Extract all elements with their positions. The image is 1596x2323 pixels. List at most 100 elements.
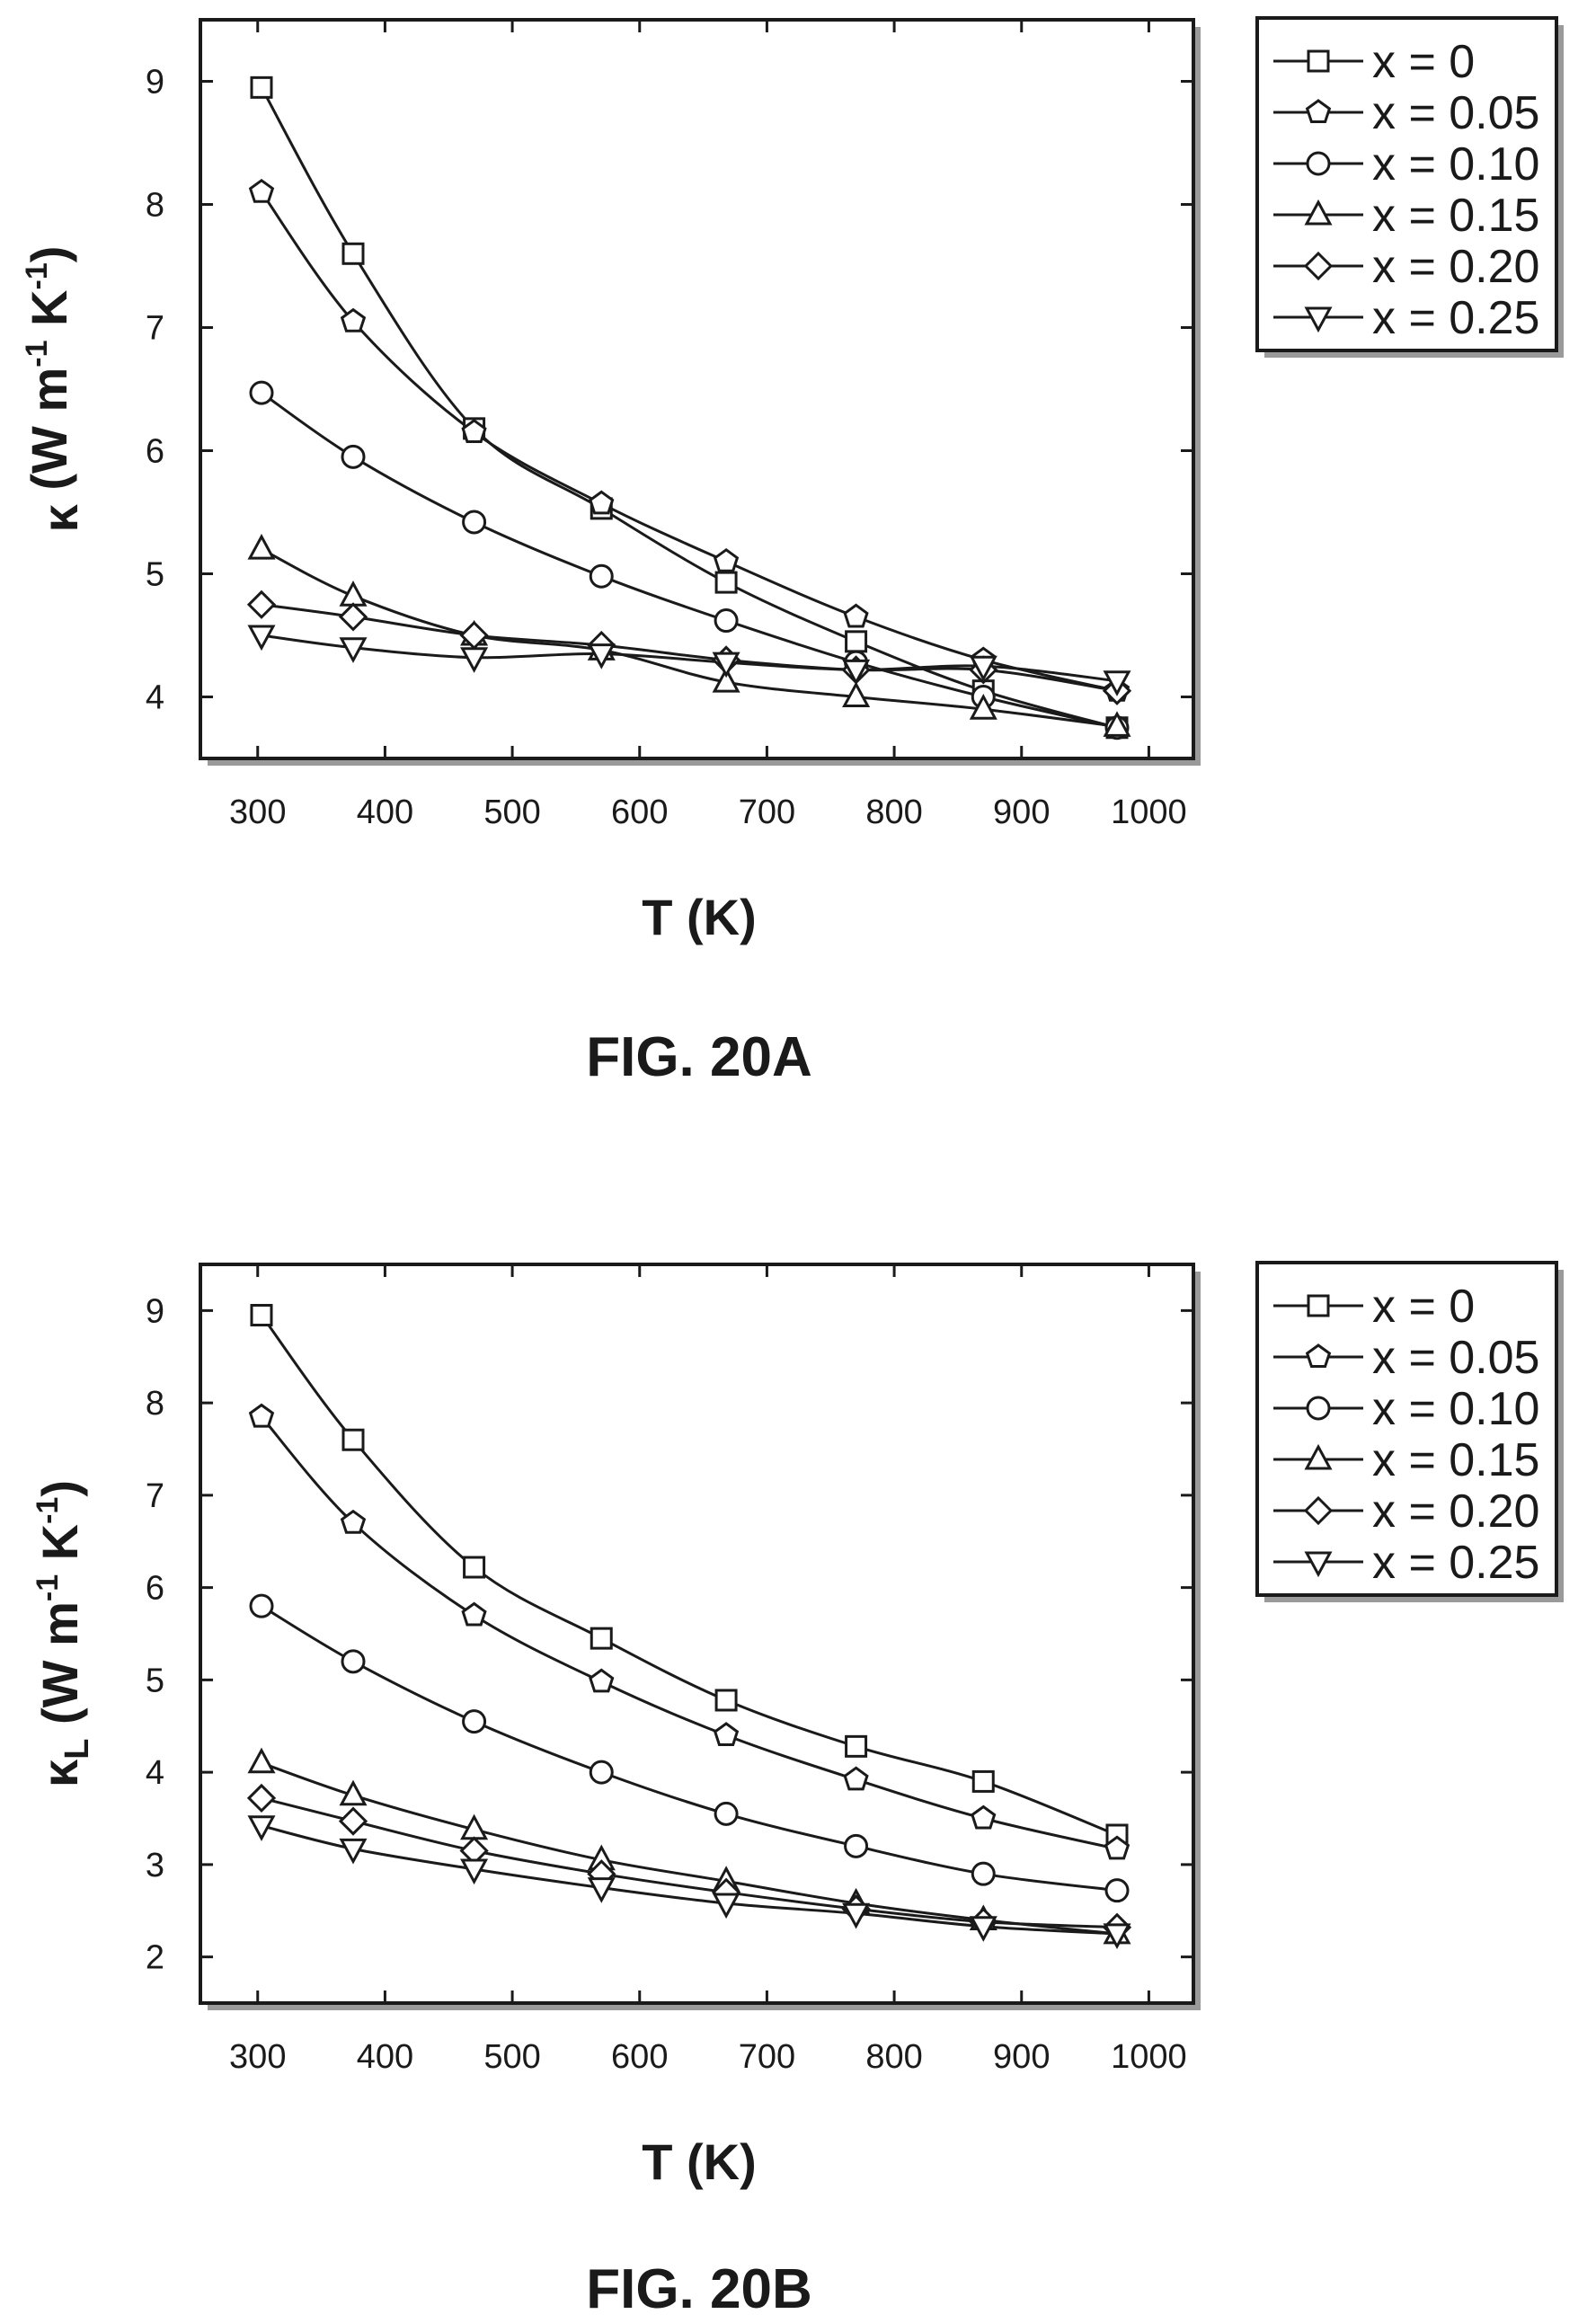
legend-marker — [1304, 1443, 1333, 1470]
y-tick-label: 4 — [146, 679, 164, 717]
data-point — [842, 1902, 871, 1929]
y-tick-label: 5 — [146, 556, 164, 594]
data-point — [587, 643, 616, 669]
data-point — [971, 1769, 995, 1793]
x-tick-label: 300 — [229, 2038, 286, 2076]
x-tick-label: 400 — [357, 2038, 413, 2076]
data-point — [969, 694, 998, 720]
y-axis-label: κL (W m-1 K-1) — [31, 1480, 96, 1787]
legend-marker — [1303, 1495, 1334, 1526]
data-point — [1103, 670, 1131, 696]
data-point — [844, 1833, 869, 1858]
legend-label: x = 0.25 — [1372, 292, 1539, 344]
legend-marker — [1306, 1396, 1331, 1421]
x-tick-label: 600 — [611, 794, 668, 831]
legend-marker — [1307, 1294, 1330, 1317]
data-point — [462, 1709, 487, 1734]
data-point — [246, 590, 277, 619]
data-point — [250, 1304, 273, 1327]
x-tick-label: 900 — [993, 2038, 1050, 2076]
data-point — [341, 444, 366, 469]
data-point — [338, 602, 368, 632]
x-tick-label: 900 — [993, 794, 1050, 831]
chart-fig-20a: 300 400 500 600 700 800 900 1000 4 5 6 7 8 9 T (K) κ… — [20, 16, 1564, 1088]
y-tick-label: 6 — [146, 1570, 164, 1608]
data-point — [248, 1403, 275, 1428]
data-point — [843, 1766, 869, 1791]
plot-series — [246, 1304, 1132, 1950]
y-tick-label: 4 — [146, 1754, 164, 1792]
legend-label: x = 0.20 — [1372, 241, 1539, 293]
data-point — [971, 1861, 996, 1886]
data-point — [338, 1806, 368, 1836]
data-point — [462, 510, 487, 535]
x-tick-label: 700 — [739, 794, 795, 831]
plot-frame — [199, 18, 1195, 760]
data-point — [589, 1760, 614, 1785]
y-tick-label: 7 — [146, 310, 164, 348]
legend-marker — [1307, 49, 1330, 73]
data-point — [1103, 1923, 1131, 1950]
legend-label: x = 0.10 — [1372, 138, 1539, 191]
legend-label: x = 0.10 — [1372, 1383, 1539, 1435]
legend-marker — [1304, 199, 1333, 226]
legend-marker — [1306, 151, 1331, 176]
y-tick-labels: 2 3 4 5 6 7 8 9 — [146, 1292, 164, 1976]
data-point — [247, 1747, 276, 1774]
data-point — [843, 603, 869, 628]
x-tick-labels: 300 400 500 600 700 800 900 1000 — [229, 794, 1187, 831]
x-tick-label: 800 — [865, 794, 922, 831]
data-point — [341, 1428, 365, 1451]
y-tick-label: 9 — [146, 1292, 164, 1330]
legend: x = 0x = 0.05x = 0.10x = 0.15x = 0.20x =… — [1273, 1281, 1539, 1589]
x-axis-label: T (K) — [642, 2133, 757, 2190]
x-tick-label: 700 — [739, 2038, 795, 2076]
plot-frame — [199, 1263, 1195, 2005]
data-point — [589, 1668, 615, 1693]
data-point — [590, 1627, 613, 1650]
data-point — [250, 75, 273, 99]
y-tick-label: 6 — [146, 433, 164, 471]
data-point — [712, 1893, 740, 1920]
data-point — [714, 1801, 739, 1826]
legend-marker — [1304, 1551, 1333, 1578]
axis-ticks — [200, 20, 1193, 758]
x-tick-label: 400 — [357, 794, 413, 831]
y-tick-label: 8 — [146, 1385, 164, 1423]
y-tick-label: 3 — [146, 1847, 164, 1884]
data-point — [341, 1649, 366, 1674]
x-tick-label: 300 — [229, 794, 286, 831]
data-point — [712, 666, 740, 693]
data-point — [971, 1804, 997, 1830]
legend-label: x = 0.15 — [1372, 1434, 1539, 1486]
figure-caption: FIG. 20A — [586, 1026, 812, 1088]
legend-label: x = 0.05 — [1372, 87, 1539, 139]
data-point — [713, 1722, 740, 1746]
data-point — [249, 380, 274, 405]
legend-marker — [1304, 306, 1333, 333]
legend-marker — [1305, 99, 1332, 123]
x-tick-label: 600 — [611, 2038, 668, 2076]
y-tick-label: 8 — [146, 187, 164, 225]
data-point — [714, 608, 739, 634]
chart-fig-20b: 300 400 500 600 700 800 900 1000 2 3 4 5 6 7 8 9 T (K)… — [31, 1261, 1564, 2320]
legend-label: x = 0.15 — [1372, 190, 1539, 242]
figure-caption: FIG. 20B — [586, 2258, 812, 2320]
data-point — [461, 419, 487, 443]
x-tick-label: 1000 — [1111, 2038, 1187, 2076]
x-tick-label: 800 — [865, 2038, 922, 2076]
data-point — [589, 563, 614, 589]
y-tick-label: 2 — [146, 1939, 164, 1977]
legend-box — [1255, 1261, 1558, 1597]
data-point — [461, 1601, 487, 1627]
data-point — [340, 1509, 367, 1534]
data-point — [713, 547, 740, 572]
x-axis-label: T (K) — [642, 889, 757, 945]
y-tick-label: 7 — [146, 1477, 164, 1515]
legend-box — [1255, 16, 1558, 352]
legend-marker — [1305, 1343, 1332, 1368]
data-point — [969, 655, 998, 682]
data-point — [460, 647, 489, 673]
x-tick-label: 1000 — [1111, 794, 1187, 831]
